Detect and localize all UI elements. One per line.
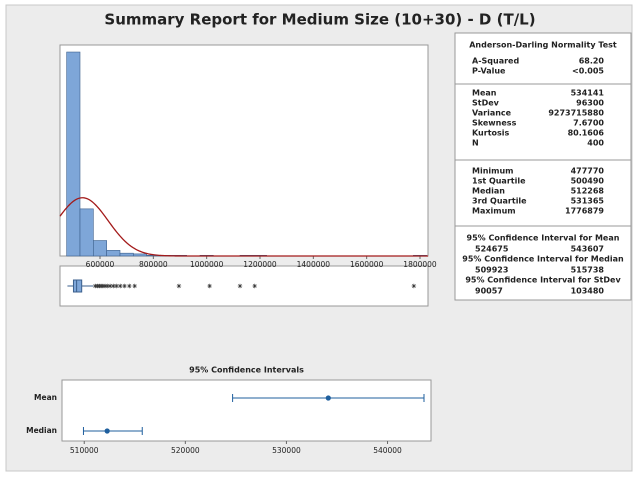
histogram-bar	[106, 250, 121, 257]
stat-value: 7.6700	[573, 119, 604, 128]
outlier	[237, 283, 243, 289]
stat-label: Median	[472, 187, 505, 196]
stat-label: Kurtosis	[472, 129, 510, 138]
interval-title: 95% Confidence Intervals	[189, 366, 304, 375]
stat-label: Mean	[472, 89, 497, 98]
ci-low: 509923	[475, 266, 508, 275]
histogram-frame	[59, 44, 429, 257]
stat-label: Maximum	[472, 207, 516, 216]
x-tick-label: 600000	[86, 260, 115, 269]
histogram-bar	[93, 240, 107, 257]
x-tick-label: 530000	[272, 446, 301, 455]
stat-value: 477770	[571, 167, 605, 176]
ci-low: 90057	[475, 287, 503, 296]
stat-label: StDev	[472, 99, 500, 108]
outlier	[411, 283, 417, 289]
stat-label: N	[472, 139, 479, 148]
stat-label: Variance	[472, 109, 512, 118]
x-tick-label: 1400000	[297, 260, 331, 269]
x-tick-label: 1600000	[350, 260, 384, 269]
stat-value: 9273715880	[548, 109, 604, 118]
interval-frame	[61, 379, 432, 442]
stat-value: 534141	[571, 89, 605, 98]
outlier	[111, 283, 116, 289]
stat-label: Skewness	[472, 119, 517, 128]
category-label: Median	[26, 426, 57, 435]
x-tick-label: 1200000	[243, 260, 277, 269]
estimate-point	[104, 428, 110, 434]
stat-label: A-Squared	[472, 57, 519, 66]
ci-low: 524675	[475, 245, 509, 254]
outlier	[117, 283, 123, 289]
outlier	[252, 283, 257, 289]
stat-value: 1776879	[565, 207, 604, 216]
category-label: Mean	[34, 393, 57, 402]
normal-fit-curve	[59, 197, 428, 257]
stat-value: 500490	[571, 177, 605, 186]
outlier	[105, 283, 110, 289]
stat-title: Anderson-Darling Normality Test	[469, 41, 617, 50]
x-tick-label: 800000	[139, 260, 168, 269]
stat-value: 400	[587, 139, 604, 148]
outlier	[122, 283, 127, 289]
stat-value: 68.20	[579, 57, 605, 66]
stat-label: 1st Quartile	[472, 177, 526, 186]
stat-label: P-Value	[472, 67, 506, 76]
ci-title: 95% Confidence Interval for Mean	[467, 234, 620, 243]
ci-high: 103480	[571, 287, 605, 296]
outlier	[102, 283, 108, 289]
outlier	[207, 283, 212, 289]
histogram-bar	[133, 253, 147, 257]
estimate-point	[325, 395, 331, 401]
stat-value: 80.1606	[568, 129, 605, 138]
stat-value: 512268	[571, 187, 605, 196]
report-title: Summary Report for Medium Size (10+30) -…	[104, 11, 535, 29]
histogram-bar	[66, 51, 81, 257]
x-tick-label: 1000000	[190, 260, 224, 269]
histogram-bar	[119, 252, 134, 257]
interval	[82, 427, 143, 435]
outlier	[127, 283, 132, 289]
ci-title: 95% Confidence Interval for Median	[462, 255, 624, 264]
x-tick-label: 540000	[373, 446, 402, 455]
outlier	[107, 283, 113, 289]
outlier	[132, 283, 137, 289]
stat-label: Minimum	[472, 167, 514, 176]
stat-label: 3rd Quartile	[472, 197, 527, 206]
ci-high: 543607	[571, 245, 604, 254]
x-tick-label: 510000	[70, 446, 99, 455]
histogram-bar	[79, 208, 94, 257]
x-tick-label: 1800000	[403, 260, 437, 269]
outlier	[176, 283, 182, 289]
stat-value: 531365	[571, 197, 605, 206]
ci-title: 95% Confidence Interval for StDev	[465, 276, 621, 285]
stat-value: <0.005	[572, 67, 604, 76]
stat-value: 96300	[576, 99, 604, 108]
outlier	[114, 283, 119, 289]
stats-panel	[454, 32, 632, 301]
interval-line	[82, 427, 143, 435]
ci-high: 515738	[571, 266, 605, 275]
x-tick-label: 520000	[171, 446, 200, 455]
box	[72, 279, 83, 293]
